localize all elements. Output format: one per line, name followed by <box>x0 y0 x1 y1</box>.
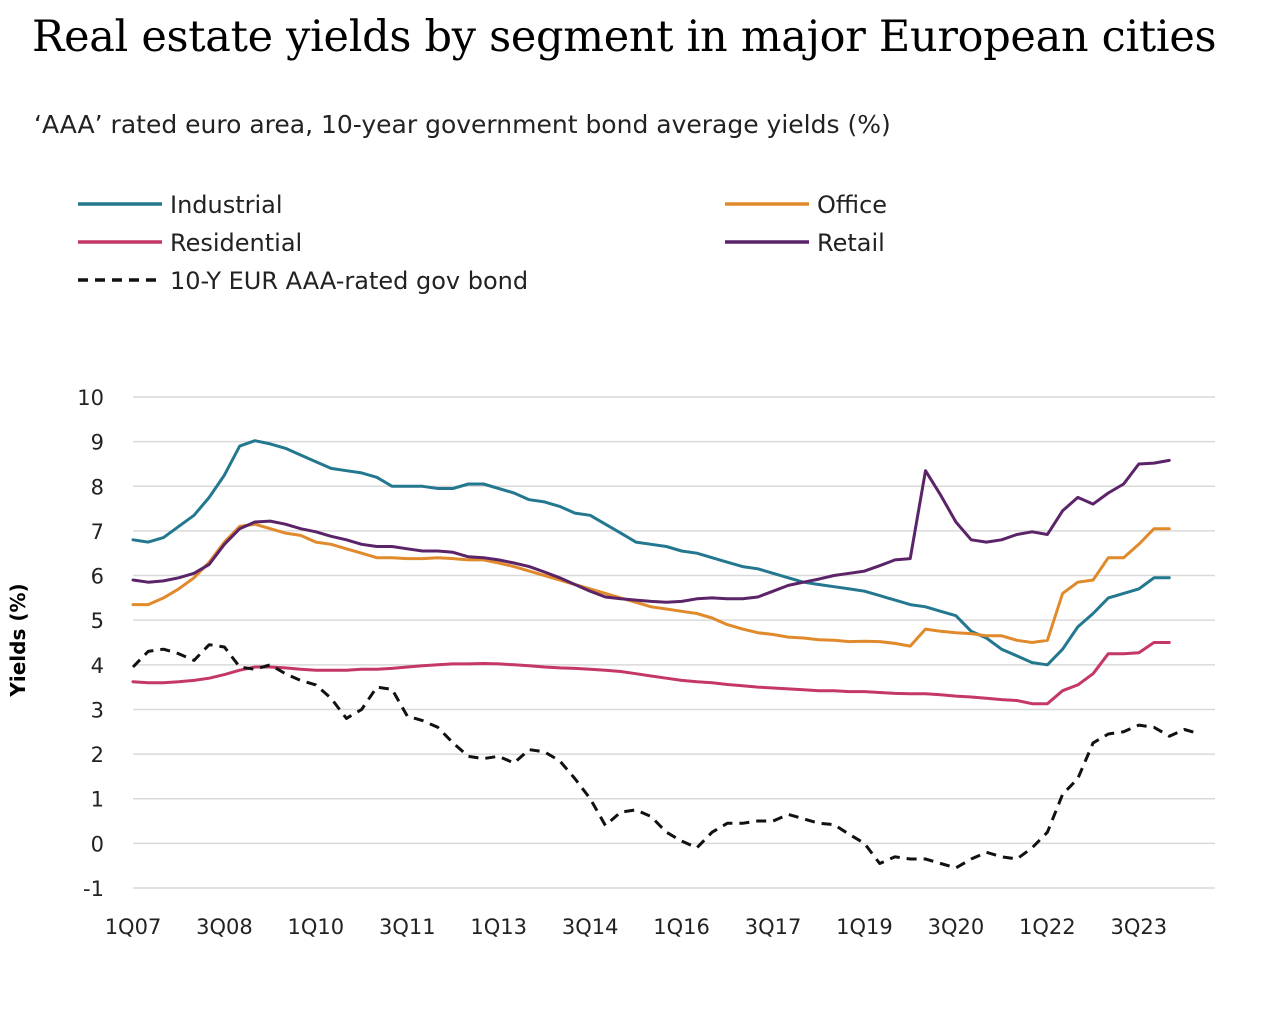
series-line-office <box>131 522 1171 648</box>
x-tick-label: 1Q10 <box>288 915 345 939</box>
series-line-retail <box>131 458 1171 604</box>
x-tick-label: 3Q17 <box>745 915 802 939</box>
legend-label: Industrial <box>170 191 283 219</box>
legend-label: Retail <box>817 229 885 257</box>
x-tick-label: 3Q20 <box>928 915 985 939</box>
chart-subtitle: ‘AAA’ rated euro area, 10-year governmen… <box>34 110 891 139</box>
x-tick-label: 3Q14 <box>562 915 619 939</box>
y-axis-label: Yields (%) <box>6 583 30 697</box>
series-line-residential <box>131 641 1171 706</box>
y-tick-label: -1 <box>83 877 104 901</box>
chart-title: Real estate yields by segment in major E… <box>32 12 1217 62</box>
series-lines <box>131 439 1201 870</box>
x-tick-label: 3Q08 <box>196 915 253 939</box>
x-axis-ticks: 1Q07 3Q08 1Q10 3Q11 1Q13 3Q14 1Q16 3Q17 1Q19 3Q20… <box>105 915 1167 939</box>
y-tick-label: 10 <box>77 386 104 410</box>
y-tick-label: 6 <box>91 565 104 589</box>
y-tick-label: 7 <box>91 520 104 544</box>
y-tick-label: 0 <box>91 832 104 856</box>
x-tick-label: 3Q23 <box>1110 915 1167 939</box>
y-tick-label: 8 <box>91 475 104 499</box>
x-tick-label: 1Q13 <box>470 915 527 939</box>
y-tick-label: 3 <box>91 698 104 722</box>
legend-label: Residential <box>170 229 302 257</box>
x-tick-label: 1Q16 <box>653 915 710 939</box>
series-line-10-y-eur-aaa-rated-gov-bond <box>131 643 1201 870</box>
legend: Industrial Office Residential Retail 10-Y EU… <box>78 191 887 295</box>
x-tick-label: 3Q11 <box>379 915 436 939</box>
x-tick-label: 1Q22 <box>1019 915 1076 939</box>
legend-label: Office <box>817 191 887 219</box>
series-line-industrial <box>131 439 1171 667</box>
x-tick-label: 1Q19 <box>836 915 893 939</box>
legend-label: 10-Y EUR AAA-rated gov bond <box>170 267 528 295</box>
y-tick-label: 1 <box>91 788 104 812</box>
y-tick-label: 9 <box>91 431 104 455</box>
grid-lines <box>133 396 1215 889</box>
y-tick-label: 5 <box>91 609 104 633</box>
x-tick-label: 1Q07 <box>105 915 162 939</box>
y-tick-label: 4 <box>91 654 104 678</box>
y-tick-label: 2 <box>91 743 104 767</box>
